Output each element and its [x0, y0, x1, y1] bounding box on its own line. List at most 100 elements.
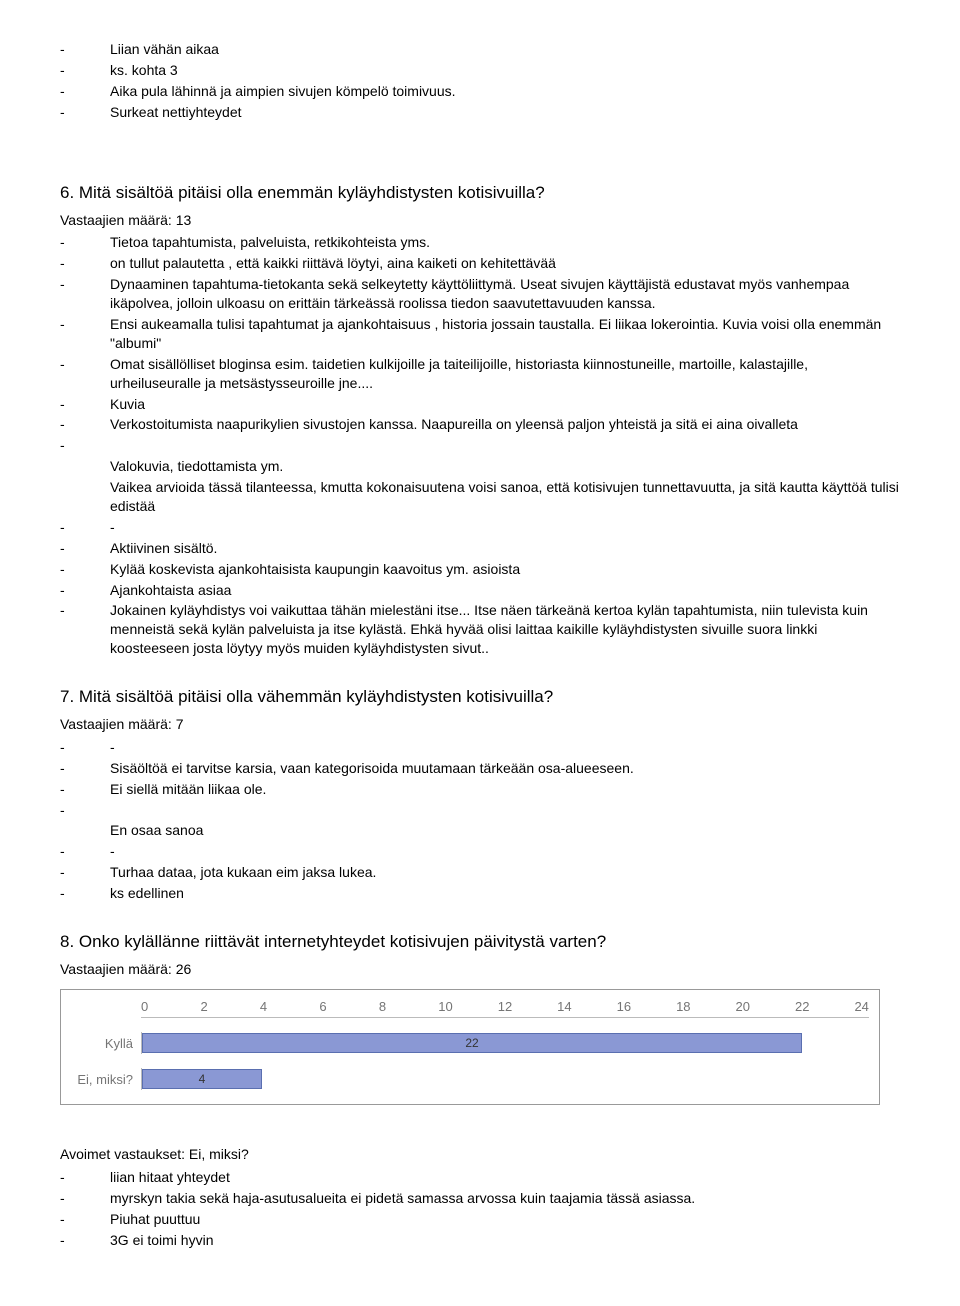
list-item: -Verkostoitumista naapurikylien sivustoj… [60, 415, 900, 434]
list-item: -Aika pula lähinnä ja aimpien sivujen kö… [60, 82, 900, 101]
chart-bar-area: 22 [141, 1032, 869, 1054]
chart-row: Ei, miksi?4 [71, 1068, 869, 1090]
bullet-dash: - [60, 738, 110, 757]
bullet-text: Kuvia [110, 395, 900, 414]
chart-tick: 4 [260, 998, 319, 1016]
bullet-dash: - [60, 233, 110, 252]
chart-rows: Kyllä22Ei, miksi?4 [71, 1032, 869, 1090]
chart-bar-area: 4 [141, 1068, 869, 1090]
bullet-dash: - [60, 315, 110, 353]
bullet-text: Omat sisällölliset bloginsa esim. taidet… [110, 355, 900, 393]
bullet-dash: - [60, 1231, 110, 1250]
list-item: -Kylää koskevista ajankohtaisista kaupun… [60, 560, 900, 579]
bullet-dash: - [60, 1168, 110, 1187]
list-item: -ks. kohta 3 [60, 61, 900, 80]
bullet-text: Valokuvia, tiedottamista ym. [110, 457, 900, 476]
q7-heading: 7. Mitä sisältöä pitäisi olla vähemmän k… [60, 686, 900, 709]
q8-count: Vastaajien määrä: 26 [60, 960, 900, 979]
list-item: -Aktiivinen sisältö. [60, 539, 900, 558]
bullet-text [110, 436, 900, 455]
bullet-dash: - [60, 560, 110, 579]
chart-bar: 22 [142, 1033, 802, 1053]
chart-tick: 6 [319, 998, 378, 1016]
list-item: -- [60, 518, 900, 537]
bullet-text: Ei siellä mitään liikaa ole. [110, 780, 900, 799]
chart-tick: 18 [676, 998, 735, 1016]
bullet-dash: - [60, 1189, 110, 1208]
bullet-text: Ajankohtaista asiaa [110, 581, 900, 600]
list-item: -- [60, 738, 900, 757]
bullet-text: En osaa sanoa [110, 821, 900, 840]
bullet-text: Kylää koskevista ajankohtaisista kaupung… [110, 560, 900, 579]
chart-tick: 14 [557, 998, 616, 1016]
chart-row: Kyllä22 [71, 1032, 869, 1054]
list-item: -Surkeat nettiyhteydet [60, 103, 900, 122]
bullet-text: Liian vähän aikaa [110, 40, 900, 59]
list-item: -Jokainen kyläyhdistys voi vaikuttaa täh… [60, 601, 900, 658]
list-item: -on tullut palautetta , että kaikki riit… [60, 254, 900, 273]
q8-open-heading: Avoimet vastaukset: Ei, miksi? [60, 1145, 900, 1164]
bullet-text: - [110, 842, 900, 861]
list-item: - [60, 436, 900, 455]
top-bullet-list: -Liian vähän aikaa-ks. kohta 3-Aika pula… [60, 40, 900, 122]
chart-tick: 12 [498, 998, 557, 1016]
bullet-text: Ensi aukeamalla tulisi tapahtumat ja aja… [110, 315, 900, 353]
chart-tick: 20 [736, 998, 795, 1016]
chart-row-label: Ei, miksi? [71, 1071, 141, 1089]
bullet-dash: - [60, 801, 110, 820]
bullet-text: Aktiivinen sisältö. [110, 539, 900, 558]
bullet-dash: - [60, 581, 110, 600]
bullet-dash: - [60, 759, 110, 778]
list-item: -3G ei toimi hyvin [60, 1231, 900, 1250]
bullet-text: ks. kohta 3 [110, 61, 900, 80]
chart-tick: 24 [854, 998, 868, 1016]
bullet-dash: - [60, 863, 110, 882]
bullet-dash: - [60, 539, 110, 558]
chart-bar: 4 [142, 1069, 262, 1089]
list-item: -Omat sisällölliset bloginsa esim. taide… [60, 355, 900, 393]
list-item: -Dynaaminen tapahtuma-tietokanta sekä se… [60, 275, 900, 313]
bullet-text: Vaikea arvioida tässä tilanteessa, kmutt… [110, 478, 900, 516]
bullet-text: 3G ei toimi hyvin [110, 1231, 900, 1250]
bullet-dash: - [60, 415, 110, 434]
bullet-text: Aika pula lähinnä ja aimpien sivujen köm… [110, 82, 900, 101]
chart-axis: 024681012141618202224 [141, 998, 869, 1019]
q7-bullet-list: ---Sisäöltöä ei tarvitse karsia, vaan ka… [60, 738, 900, 903]
list-item: Vaikea arvioida tässä tilanteessa, kmutt… [60, 478, 900, 516]
bullet-dash: - [60, 254, 110, 273]
bullet-dash: - [60, 518, 110, 537]
list-item: -liian hitaat yhteydet [60, 1168, 900, 1187]
chart-tick: 22 [795, 998, 854, 1016]
bullet-dash: - [60, 1210, 110, 1229]
list-item: Valokuvia, tiedottamista ym. [60, 457, 900, 476]
bullet-text: Verkostoitumista naapurikylien sivustoje… [110, 415, 900, 434]
chart-row-label: Kyllä [71, 1035, 141, 1053]
bullet-text: - [110, 738, 900, 757]
list-item: -ks edellinen [60, 884, 900, 903]
bullet-dash [60, 821, 110, 840]
bullet-text: Surkeat nettiyhteydet [110, 103, 900, 122]
bullet-dash: - [60, 103, 110, 122]
chart-tick: 10 [438, 998, 497, 1016]
list-item: En osaa sanoa [60, 821, 900, 840]
bullet-dash: - [60, 61, 110, 80]
list-item: -Liian vähän aikaa [60, 40, 900, 59]
list-item: -Ajankohtaista asiaa [60, 581, 900, 600]
bullet-text: - [110, 518, 900, 537]
bullet-text: Piuhat puuttuu [110, 1210, 900, 1229]
q8-heading: 8. Onko kylällänne riittävät internetyht… [60, 931, 900, 954]
bullet-text: on tullut palautetta , että kaikki riitt… [110, 254, 900, 273]
bullet-text [110, 801, 900, 820]
bullet-text: Jokainen kyläyhdistys voi vaikuttaa tähä… [110, 601, 900, 658]
bullet-dash: - [60, 780, 110, 799]
chart-tick: 2 [200, 998, 259, 1016]
chart-tick: 0 [141, 998, 200, 1016]
bullet-text: liian hitaat yhteydet [110, 1168, 900, 1187]
list-item: -Piuhat puuttuu [60, 1210, 900, 1229]
bullet-dash: - [60, 436, 110, 455]
chart-tick: 16 [617, 998, 676, 1016]
bullet-text: Dynaaminen tapahtuma-tietokanta sekä sel… [110, 275, 900, 313]
bullet-text: Tietoa tapahtumista, palveluista, retkik… [110, 233, 900, 252]
bullet-dash: - [60, 40, 110, 59]
list-item: -Kuvia [60, 395, 900, 414]
